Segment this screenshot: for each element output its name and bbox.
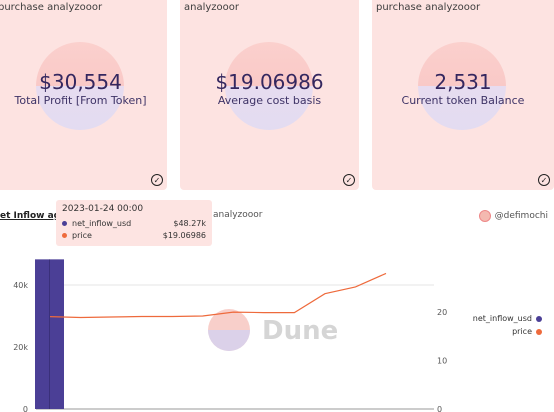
chart-legend: net_inflow_usd price: [473, 312, 542, 338]
card-subtitle: analyzooor: [184, 2, 240, 13]
chart-subtitle: analyzooor: [213, 210, 263, 220]
y-tick-left: 0: [23, 405, 28, 412]
tooltip-row-net-inflow: net_inflow_usd $48.27k: [62, 219, 206, 228]
card-label: Average cost basis: [217, 94, 322, 107]
check-circle-icon: ✓: [343, 174, 355, 186]
series-dot: [62, 221, 67, 226]
legend-dot: [536, 328, 542, 335]
check-circle-icon: ✓: [151, 174, 163, 186]
legend-label: net_inflow_usd: [472, 314, 532, 323]
card-label: Current token Balance: [401, 94, 525, 107]
card-label: Total Profit [From Token]: [14, 94, 147, 107]
card-subtitle: purchase analyzooor: [0, 2, 103, 13]
dune-logo-watermark-icon: [418, 42, 506, 130]
dune-logo-watermark-icon: [225, 42, 313, 130]
series-dot: [62, 233, 67, 238]
legend-dot: [536, 315, 542, 322]
card-value: $19.06986: [215, 70, 324, 94]
author-name: @defimochi: [494, 211, 548, 221]
tooltip-row-price: price $19.06986: [62, 231, 206, 240]
card-value: 2,531: [434, 70, 492, 94]
chart-plot: Dune 0 20k 40k 0 10 20: [13, 259, 447, 412]
legend-label: price: [512, 327, 532, 336]
tooltip-series-name: price: [72, 231, 92, 240]
chart-tooltip: 2023-01-24 00:00 net_inflow_usd $48.27k …: [56, 200, 212, 246]
stat-card-current-token-balance: purchase analyzooor 2,531 Current token …: [372, 0, 554, 190]
author-badge[interactable]: @defimochi: [478, 210, 548, 222]
tooltip-series-value: $19.06986: [162, 231, 206, 240]
price-series-line: [49, 272, 387, 319]
y-tick-right: 20: [437, 308, 447, 317]
dune-watermark-text: Dune: [262, 316, 338, 346]
legend-item-price[interactable]: price: [473, 325, 542, 338]
stat-card-average-cost-basis: analyzooor $19.06986 Average cost basis …: [180, 0, 359, 190]
tooltip-date: 2023-01-24 00:00: [62, 204, 144, 214]
dune-logo-watermark-icon: [36, 42, 124, 130]
chart-title-link[interactable]: et Inflow agai: [0, 211, 70, 221]
stat-card-total-profit: purchase analyzooor $30,554 Total Profit…: [0, 0, 167, 190]
tooltip-series-name: net_inflow_usd: [72, 219, 132, 228]
card-subtitle: purchase analyzooor: [376, 2, 481, 13]
y-tick-left: 40k: [13, 281, 28, 290]
y-tick-right: 0: [437, 405, 442, 412]
y-tick-right: 10: [437, 357, 447, 366]
tooltip-series-value: $48.27k: [173, 219, 206, 228]
check-circle-icon: ✓: [538, 174, 550, 186]
y-tick-left: 20k: [13, 343, 28, 352]
legend-item-net-inflow[interactable]: net_inflow_usd: [473, 312, 542, 325]
card-value: $30,554: [39, 70, 122, 94]
avatar: [478, 210, 491, 222]
dune-watermark: Dune: [208, 309, 338, 351]
